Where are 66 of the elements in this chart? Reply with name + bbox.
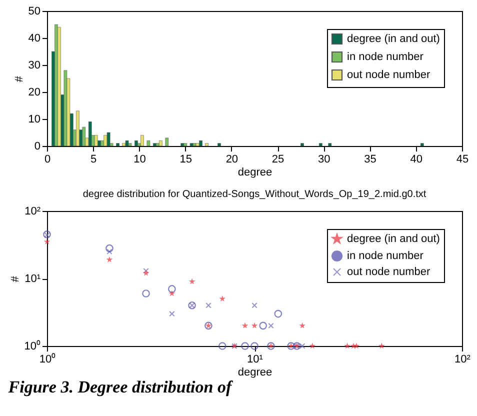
x-axis-title: degree <box>238 166 272 178</box>
bar <box>180 143 184 146</box>
bar <box>319 143 322 146</box>
x-tick-label: 0 <box>44 154 51 166</box>
bar <box>192 143 196 146</box>
bar <box>106 132 110 146</box>
bar <box>328 143 332 146</box>
bar <box>199 140 202 146</box>
bar <box>104 135 107 146</box>
bar <box>82 126 86 146</box>
legend-label: out node number <box>347 69 431 81</box>
bar <box>153 143 156 146</box>
bar <box>190 143 194 146</box>
y-tick-label: 10² <box>24 206 41 218</box>
y-tick-label: 10 <box>28 114 40 126</box>
x-tick-label: 35 <box>364 154 376 166</box>
y-axis-title: # <box>9 275 22 282</box>
bar <box>125 140 129 146</box>
legend-label: degree (in and out) <box>347 233 440 245</box>
chart-title: degree distribution for Quantized-Songs_Without_Words_Op_19_2.mid.g0.txt <box>82 189 426 200</box>
y-tick-label: 10⁰ <box>24 340 40 352</box>
y-axis-title: # <box>13 75 26 82</box>
x-tick-label: 20 <box>226 154 238 166</box>
bar <box>76 110 80 146</box>
bar <box>88 122 92 146</box>
bar <box>122 143 126 146</box>
x-tick-label: 10¹ <box>247 354 264 366</box>
bar <box>156 143 160 146</box>
bar <box>300 143 304 146</box>
bar <box>218 143 221 146</box>
y-tick-label: 20 <box>28 86 40 98</box>
x-tick-label: 10² <box>454 354 471 366</box>
legend-label: degree (in and out) <box>347 33 440 45</box>
bar <box>134 140 138 146</box>
bar <box>196 143 200 146</box>
bar <box>116 143 120 146</box>
bar <box>420 143 424 146</box>
bar <box>140 135 144 146</box>
bar <box>94 135 98 146</box>
legend-label: in node number <box>347 51 424 63</box>
x-tick-label: 45 <box>456 154 469 166</box>
bar <box>184 143 187 146</box>
bar <box>205 143 208 146</box>
y-tick-label: 50 <box>28 6 40 18</box>
x-tick-label: 30 <box>318 154 330 166</box>
y-tick-label: 10¹ <box>24 273 41 285</box>
x-tick-label: 10⁰ <box>39 352 56 366</box>
bar <box>54 24 58 146</box>
x-axis-title: degree <box>238 366 272 378</box>
bar <box>64 70 68 146</box>
y-tick-label: 30 <box>28 60 40 72</box>
legend-label: in node number <box>347 250 424 262</box>
bar <box>159 140 162 146</box>
bar <box>128 143 132 146</box>
x-tick-label: 25 <box>272 154 284 166</box>
x-tick-label: 10 <box>134 154 146 166</box>
x-tick-label: 5 <box>90 154 97 166</box>
bar <box>58 27 61 146</box>
bar <box>146 140 150 146</box>
x-tick-label: 40 <box>410 154 423 166</box>
y-tick-label: 40 <box>28 32 40 44</box>
legend-label: out node number <box>347 266 431 278</box>
x-tick-label: 15 <box>180 154 192 166</box>
y-tick-label: 0 <box>34 140 40 152</box>
caption: Figure 3. Degree distribution of <box>7 378 234 396</box>
bar <box>165 138 169 146</box>
